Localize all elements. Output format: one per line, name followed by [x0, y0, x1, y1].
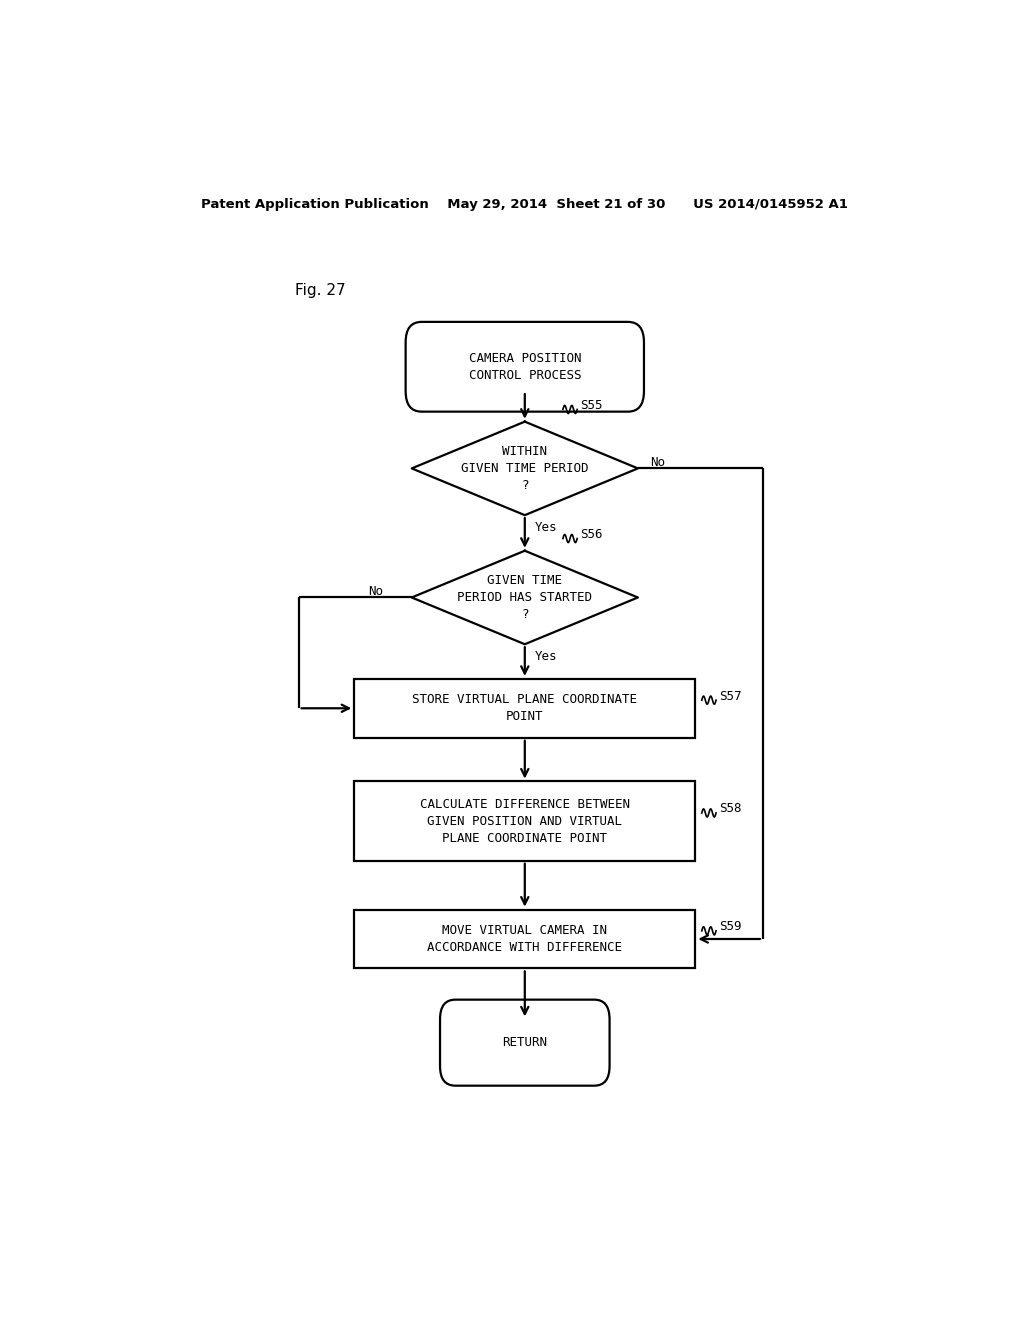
Text: Yes: Yes — [536, 521, 558, 535]
Text: Fig. 27: Fig. 27 — [295, 282, 345, 298]
FancyBboxPatch shape — [440, 999, 609, 1085]
Text: Patent Application Publication    May 29, 2014  Sheet 21 of 30      US 2014/0145: Patent Application Publication May 29, 2… — [202, 198, 848, 211]
Text: CAMERA POSITION
CONTROL PROCESS: CAMERA POSITION CONTROL PROCESS — [469, 351, 581, 381]
Text: RETURN: RETURN — [503, 1036, 547, 1049]
Polygon shape — [412, 421, 638, 515]
Text: Yes: Yes — [536, 649, 558, 663]
Text: S56: S56 — [581, 528, 603, 541]
Text: S57: S57 — [719, 689, 741, 702]
Bar — [354, 909, 695, 969]
Bar — [354, 678, 695, 738]
Text: S58: S58 — [719, 803, 741, 816]
Text: STORE VIRTUAL PLANE COORDINATE
POINT: STORE VIRTUAL PLANE COORDINATE POINT — [413, 693, 637, 723]
Text: No: No — [650, 455, 665, 469]
Text: S55: S55 — [581, 399, 603, 412]
FancyBboxPatch shape — [406, 322, 644, 412]
Text: S59: S59 — [719, 920, 741, 933]
Text: MOVE VIRTUAL CAMERA IN
ACCORDANCE WITH DIFFERENCE: MOVE VIRTUAL CAMERA IN ACCORDANCE WITH D… — [427, 924, 623, 954]
Text: WITHIN
GIVEN TIME PERIOD
?: WITHIN GIVEN TIME PERIOD ? — [461, 445, 589, 492]
Text: No: No — [368, 585, 383, 598]
Text: GIVEN TIME
PERIOD HAS STARTED
?: GIVEN TIME PERIOD HAS STARTED ? — [458, 574, 592, 620]
Bar — [354, 781, 695, 861]
Polygon shape — [412, 550, 638, 644]
Text: CALCULATE DIFFERENCE BETWEEN
GIVEN POSITION AND VIRTUAL
PLANE COORDINATE POINT: CALCULATE DIFFERENCE BETWEEN GIVEN POSIT… — [420, 797, 630, 845]
